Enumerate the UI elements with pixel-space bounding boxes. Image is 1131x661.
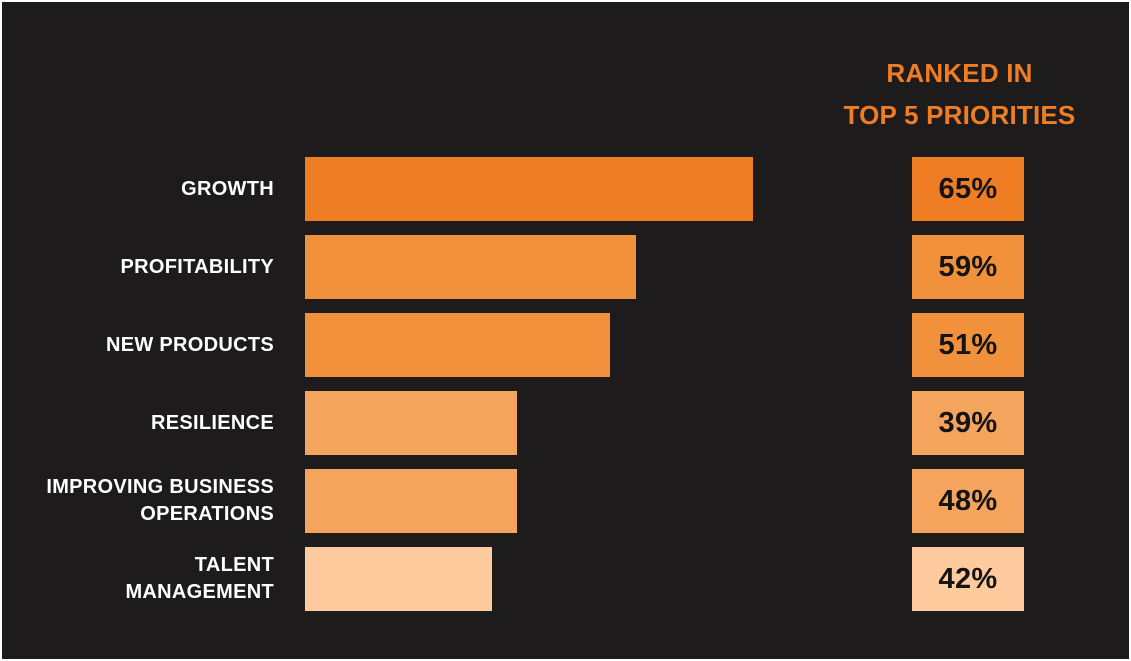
category-label: GROWTH [4, 176, 274, 203]
category-label: PROFITABILITY [4, 254, 274, 281]
category-label-line: TALENT [194, 554, 274, 576]
category-label: RESILIENCE [4, 410, 274, 437]
bar [305, 547, 492, 611]
category-label: NEW PRODUCTS [4, 332, 274, 359]
value-label: 48% [912, 469, 1024, 533]
category-label-line: PROFITABILITY [120, 255, 274, 278]
category-label-line: GROWTH [181, 177, 274, 200]
chart-header: RANKED IN TOP 5 PRIORITIES [822, 52, 1097, 136]
bar [305, 313, 610, 377]
category-label: TALENT MANAGEMENT [4, 552, 274, 606]
header-line-2: TOP 5 PRIORITIES [843, 100, 1076, 130]
bar [305, 469, 517, 533]
value-label: 39% [912, 391, 1024, 455]
category-label-line: RESILIENCE [150, 411, 274, 434]
category-label-line: NEW PRODUCTS [105, 333, 274, 356]
bar [305, 157, 753, 221]
value-label: 59% [912, 235, 1024, 299]
bar [305, 391, 517, 455]
value-label: 51% [912, 313, 1024, 377]
value-label: 42% [912, 547, 1024, 611]
bar [305, 235, 636, 299]
category-label-line: MANAGEMENT [125, 581, 274, 603]
category-label-line: OPERATIONS [140, 503, 274, 525]
header-line-1: RANKED IN [886, 58, 1033, 88]
category-label: IMPROVING BUSINESS OPERATIONS [4, 474, 274, 528]
value-label: 65% [912, 157, 1024, 221]
category-label-line: IMPROVING BUSINESS [46, 476, 274, 498]
